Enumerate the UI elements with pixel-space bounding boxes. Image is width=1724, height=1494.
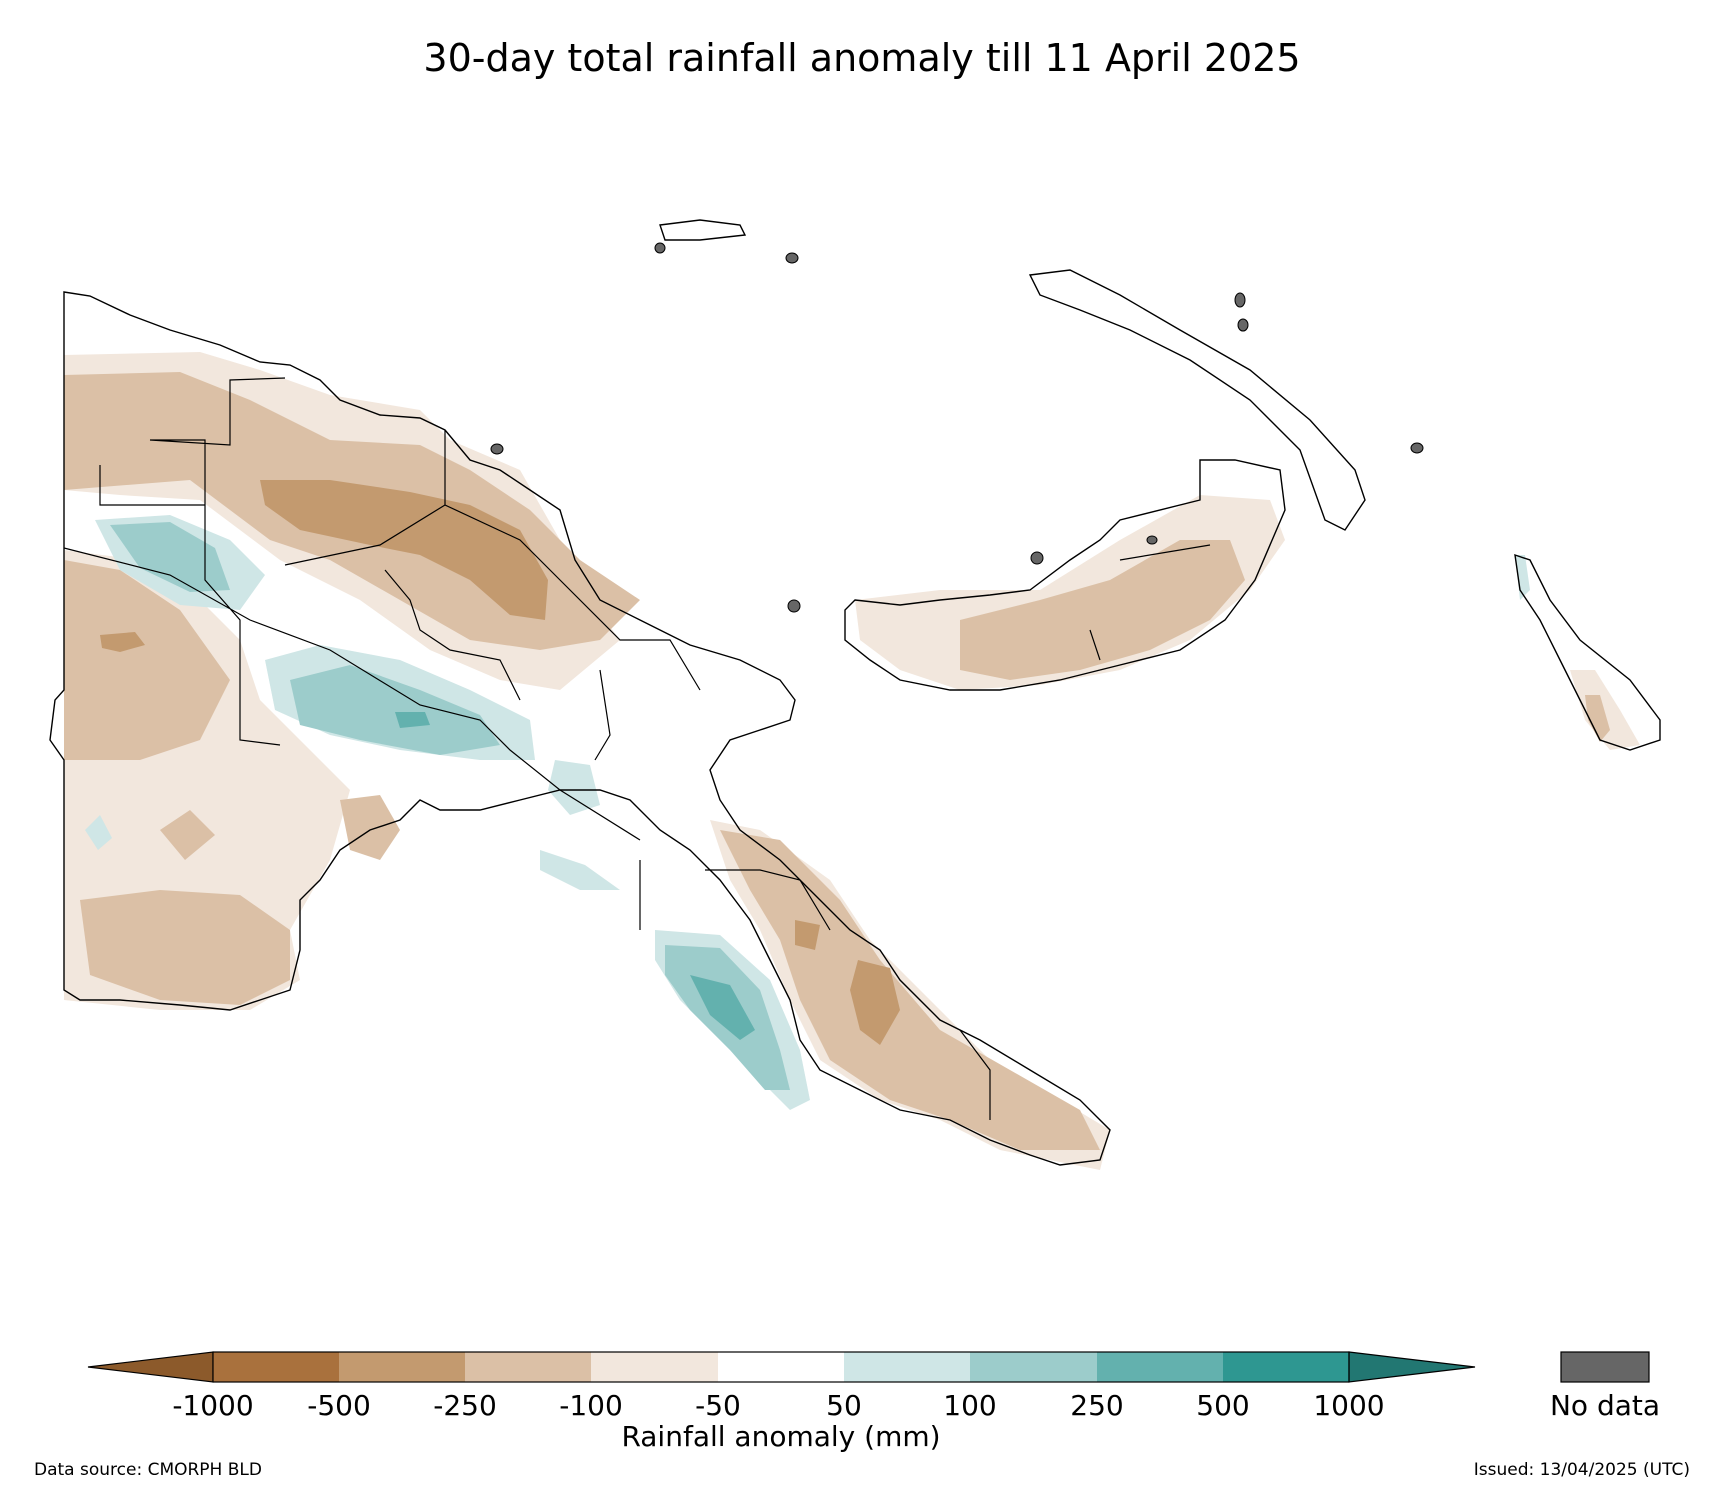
anomaly-shading <box>64 352 1640 1170</box>
colorbar-segment <box>465 1352 591 1382</box>
anomaly-region-minus250-north <box>260 480 548 620</box>
tick-label: -500 <box>307 1389 371 1422</box>
manus-outline <box>659 219 747 241</box>
anomaly-region-minus250-peninsula-north <box>795 920 820 950</box>
tick-label: 250 <box>1070 1389 1123 1422</box>
anomaly-region-minus250-peninsula <box>850 960 900 1045</box>
colorbar-segment <box>1223 1352 1349 1382</box>
tick-label: 500 <box>1196 1389 1249 1422</box>
nodata-islands <box>490 242 1424 613</box>
tick-label: -250 <box>433 1389 497 1422</box>
anomaly-region-plus250-highlands <box>395 712 430 728</box>
colorbar-segment <box>213 1352 339 1382</box>
anomaly-region-minus50-bougainville <box>1570 670 1640 750</box>
tick-label: -100 <box>559 1389 623 1422</box>
anomaly-region-minus100-south <box>80 890 290 1005</box>
colorbar-extend-low <box>87 1351 214 1383</box>
tick-label: -50 <box>695 1389 741 1422</box>
colorbar-segment <box>970 1352 1097 1382</box>
province-borders <box>63 377 1211 1120</box>
tick-label: 100 <box>943 1389 996 1422</box>
anomaly-region-plus100-northwest <box>110 522 230 592</box>
bougainville-outline <box>1514 553 1661 751</box>
colorbar-segment <box>1097 1352 1223 1382</box>
colorbar-segment <box>339 1352 465 1382</box>
colorbar-title: Rainfall anomaly (mm) <box>621 1420 940 1453</box>
colorbar-segment <box>844 1352 970 1382</box>
anomaly-region-plus50-coast <box>540 850 620 890</box>
anomaly-region-plus50-small <box>85 815 112 850</box>
anomaly-region-minus100-southcentral <box>160 810 215 860</box>
anomaly-region-minus250-west <box>100 632 145 652</box>
anomaly-region-minus100-newbritain <box>960 540 1245 680</box>
map-title: 30-day total rainfall anomaly till 11 Ap… <box>423 36 1301 80</box>
anomaly-region-minus100-gulf <box>340 795 400 860</box>
anomaly-region-minus100-peninsula <box>720 830 1100 1150</box>
colorbar-frame <box>212 1351 1350 1383</box>
tick-label: -1000 <box>172 1389 253 1422</box>
nodata-swatch <box>1560 1351 1650 1383</box>
anomaly-region-plus50-central <box>548 760 600 815</box>
newbritain-outline <box>844 459 1286 691</box>
newireland-outline <box>1028 269 1366 531</box>
issued-date: Issued: 13/04/2025 (UTC) <box>1473 1460 1690 1480</box>
anomaly-region-plus250-southcoast <box>690 975 755 1040</box>
coastlines <box>49 219 1661 1166</box>
anomaly-region-minus100-bougainville <box>1585 695 1610 742</box>
tick-label: 1000 <box>1313 1389 1384 1422</box>
tick-label: 50 <box>826 1389 862 1422</box>
mainland-outline <box>49 291 1111 1166</box>
colorbar-segment <box>718 1352 844 1382</box>
anomaly-region-plus50-bougainville <box>1515 555 1530 600</box>
anomaly-region-plus100-highlands <box>290 665 500 755</box>
anomaly-region-minus100-southwest <box>64 560 230 760</box>
colorbar-segment <box>591 1352 718 1382</box>
colorbar-extend-high <box>1348 1351 1476 1383</box>
nodata-label: No data <box>1550 1389 1660 1422</box>
colorbar: -1000 -500 -250 -100 -50 50 100 250 500 … <box>87 1351 1660 1453</box>
data-source-note: Data source: CMORPH BLD <box>34 1460 262 1480</box>
